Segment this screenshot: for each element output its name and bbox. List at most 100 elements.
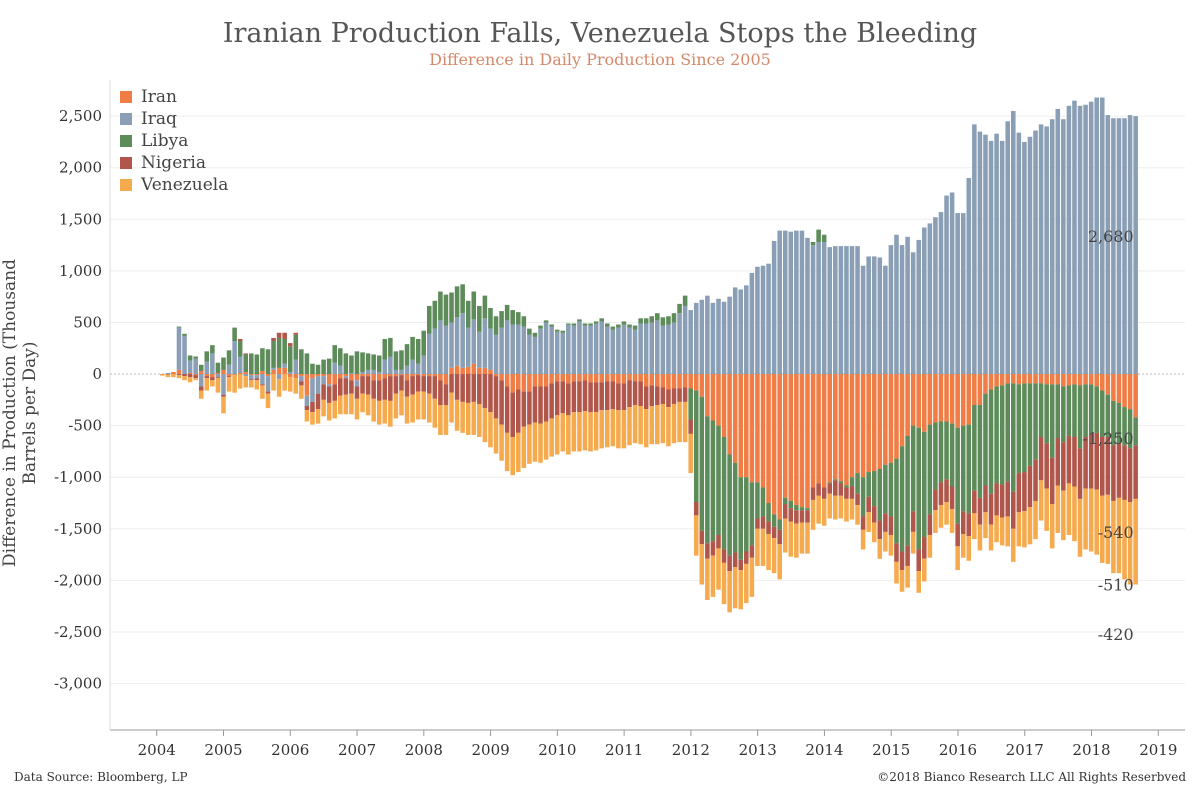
bar-iran bbox=[749, 374, 755, 483]
bar-venezuela bbox=[766, 533, 771, 571]
legend-label-libya: Libya bbox=[141, 131, 189, 151]
bar-iran bbox=[599, 374, 604, 383]
bar-iran bbox=[660, 374, 666, 388]
bar-nigeria bbox=[749, 545, 755, 558]
bar-iraq bbox=[855, 246, 860, 375]
bar-nigeria bbox=[1099, 436, 1105, 496]
bar-iran bbox=[554, 374, 560, 382]
bar-iran bbox=[187, 373, 193, 375]
bar-venezuela bbox=[338, 395, 343, 415]
bar-venezuela bbox=[899, 570, 905, 592]
bar-iraq bbox=[983, 134, 988, 375]
bar-iraq bbox=[604, 326, 610, 375]
bar-iran bbox=[538, 374, 543, 387]
bar-venezuela bbox=[193, 378, 198, 381]
bar-iraq bbox=[349, 373, 354, 375]
bar-venezuela bbox=[827, 493, 833, 519]
bar-libya bbox=[1072, 384, 1077, 437]
bar-iraq bbox=[226, 364, 232, 375]
bar-iraq bbox=[688, 310, 693, 375]
bar-venezuela bbox=[805, 522, 810, 554]
bar-venezuela bbox=[972, 513, 977, 540]
bar-nigeria bbox=[271, 337, 276, 342]
bar-libya bbox=[1116, 402, 1122, 444]
bar-nigeria bbox=[204, 376, 210, 379]
bar-iran bbox=[393, 374, 399, 377]
bar-nigeria bbox=[1011, 491, 1016, 529]
bar-iran bbox=[821, 374, 827, 488]
bar-iraq bbox=[499, 327, 504, 375]
bar-iraq bbox=[721, 301, 727, 375]
bar-iraq bbox=[788, 231, 794, 375]
bar-venezuela bbox=[604, 410, 610, 448]
bar-libya bbox=[1111, 400, 1116, 446]
bar-iraq bbox=[365, 369, 371, 375]
bar-iran bbox=[760, 374, 766, 488]
bar-iran bbox=[894, 374, 899, 459]
bar-iraq bbox=[705, 295, 710, 375]
bar-iraq bbox=[382, 359, 388, 375]
bar-libya bbox=[883, 464, 888, 514]
bar-nigeria bbox=[616, 383, 621, 411]
legend-item-nigeria: Nigeria bbox=[120, 152, 228, 174]
bar-venezuela bbox=[287, 377, 293, 392]
bar-venezuela bbox=[1105, 494, 1111, 564]
bar-nigeria bbox=[265, 391, 271, 394]
bar-iran bbox=[460, 367, 465, 375]
bar-libya bbox=[844, 485, 849, 488]
legend-label-iran: Iran bbox=[141, 87, 177, 107]
bar-libya bbox=[532, 332, 538, 337]
bar-iraq bbox=[1055, 108, 1061, 375]
bar-iran bbox=[833, 374, 838, 480]
bar-libya bbox=[643, 318, 649, 324]
bar-iran bbox=[1044, 374, 1049, 385]
bar-iraq bbox=[254, 375, 260, 379]
bar-libya bbox=[621, 321, 627, 325]
bar-libya bbox=[215, 362, 221, 374]
bar-nigeria bbox=[593, 382, 599, 413]
bar-nigeria bbox=[1044, 443, 1049, 489]
bar-iraq bbox=[782, 230, 788, 375]
bar-venezuela bbox=[443, 405, 449, 435]
bar-libya bbox=[471, 291, 477, 320]
bar-iran bbox=[988, 374, 994, 390]
bar-iraq bbox=[515, 324, 521, 375]
bar-nigeria bbox=[1116, 443, 1122, 498]
bar-iraq bbox=[443, 325, 449, 375]
bar-libya bbox=[849, 477, 855, 487]
bar-nigeria bbox=[249, 379, 254, 381]
bar-venezuela bbox=[677, 401, 682, 443]
bar-libya bbox=[966, 424, 972, 514]
bar-libya bbox=[666, 316, 671, 325]
bar-nigeria bbox=[488, 374, 493, 413]
bar-iraq bbox=[1094, 97, 1099, 375]
bar-libya bbox=[771, 514, 777, 527]
bar-nigeria bbox=[438, 380, 443, 405]
bar-nigeria bbox=[1111, 445, 1116, 501]
bar-iraq bbox=[632, 329, 638, 375]
bar-libya bbox=[582, 323, 588, 326]
bar-venezuela bbox=[588, 412, 593, 452]
bar-venezuela bbox=[426, 393, 432, 423]
bar-iraq bbox=[1022, 141, 1027, 375]
copyright: ©2018 Bianco Research LLC All Rights Res… bbox=[877, 770, 1186, 784]
bar-nigeria bbox=[960, 511, 966, 534]
bar-iraq bbox=[805, 237, 810, 375]
bar-iran bbox=[265, 374, 271, 377]
bar-iran bbox=[510, 374, 515, 393]
bar-nigeria bbox=[972, 490, 977, 514]
bar-iraq bbox=[438, 320, 443, 375]
bar-iran bbox=[632, 374, 638, 382]
bar-iraq bbox=[310, 378, 315, 402]
bar-iran bbox=[972, 374, 977, 405]
bar-venezuela bbox=[504, 432, 510, 472]
bar-nigeria bbox=[627, 380, 632, 408]
bar-iraq bbox=[232, 341, 237, 375]
bar-iran bbox=[165, 374, 171, 376]
bar-nigeria bbox=[621, 383, 627, 411]
bar-libya bbox=[443, 294, 449, 326]
bar-iran bbox=[855, 374, 860, 474]
bar-nigeria bbox=[866, 496, 871, 513]
bar-nigeria bbox=[771, 526, 777, 539]
bar-iran bbox=[616, 374, 621, 384]
